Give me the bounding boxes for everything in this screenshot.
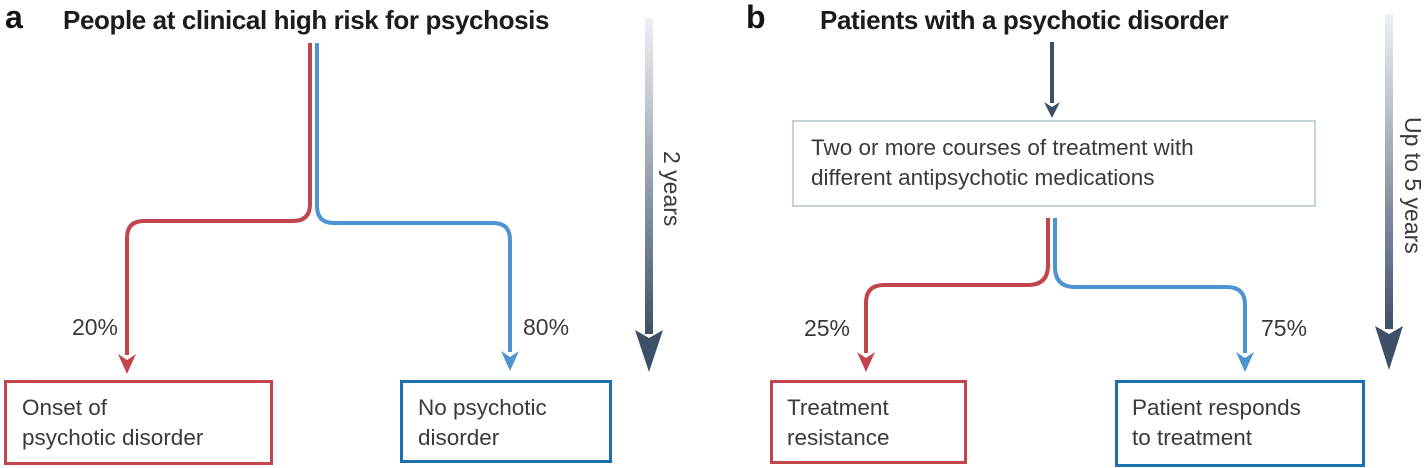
branch-b-left-line xyxy=(864,218,1050,353)
branch-a-right-line xyxy=(315,43,512,352)
timeline-a-arrowhead xyxy=(635,330,663,372)
branch-a-left-line xyxy=(125,43,312,355)
panel-a-title: People at clinical high risk for psychos… xyxy=(63,5,550,35)
criteria-box-treatment-courses: Two or more courses of treatment with di… xyxy=(792,120,1316,207)
branch-a-right-arrowhead xyxy=(501,351,519,371)
branch-b-left-arrowhead xyxy=(857,352,875,372)
percent-b-left: 25% xyxy=(803,315,850,341)
percent-a-right: 80% xyxy=(523,314,570,340)
outcome-box-patient-responds: Patient responds to treatment xyxy=(1115,380,1365,467)
timeline-b-label: Up to 5 years xyxy=(1400,117,1426,254)
branch-b-right-line xyxy=(1053,218,1247,353)
arrow-b-into-box-arrowhead xyxy=(1044,102,1060,118)
timeline-a-arrow-shaft xyxy=(645,18,653,334)
outcome-box-no-psychotic-disorder: No psychotic disorder xyxy=(400,380,612,463)
percent-b-right: 75% xyxy=(1261,315,1308,341)
timeline-b-arrow-shaft xyxy=(1385,14,1393,329)
panel-b-label: b xyxy=(746,0,766,35)
panel-a-label: a xyxy=(5,0,23,35)
percent-a-left: 20% xyxy=(71,314,118,340)
outcome-box-treatment-resistance: Treatment resistance xyxy=(770,380,967,464)
timeline-b-arrowhead xyxy=(1375,326,1403,370)
timeline-a-label: 2 years xyxy=(659,151,685,227)
panel-b-title: Patients with a psychotic disorder xyxy=(820,5,1229,35)
outcome-box-onset-psychotic-disorder: Onset of psychotic disorder xyxy=(4,380,273,465)
branch-a-left-arrowhead xyxy=(118,354,136,374)
branch-b-right-arrowhead xyxy=(1236,352,1254,372)
